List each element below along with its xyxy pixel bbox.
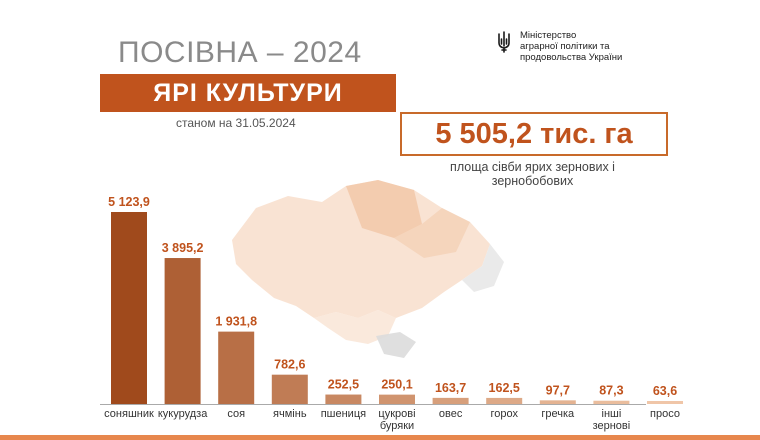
category-label: ячмінь — [273, 408, 307, 420]
category-label: соя — [227, 408, 245, 420]
bar-value-label: 97,7 — [546, 383, 570, 397]
trident-icon — [498, 31, 510, 53]
ukraine-map-decoration — [232, 180, 504, 358]
category-label: овес — [439, 408, 463, 420]
bar-value-label: 252,5 — [328, 378, 359, 392]
bar-value-label: 163,7 — [435, 381, 466, 395]
page-title: ПОСІВНА – 2024 — [118, 36, 362, 69]
category-label: пшениця — [321, 408, 366, 420]
total-area-note: площа сівби ярих зернових і зернобобових — [450, 160, 615, 188]
bar-value-label: 3 895,2 — [162, 241, 204, 255]
category-label: горох — [490, 408, 518, 420]
bar-5 — [325, 394, 362, 404]
bar-7 — [432, 397, 469, 404]
bar-value-label: 782,6 — [274, 358, 305, 372]
category-label: буряки — [380, 420, 414, 432]
bottom-accent-line — [0, 435, 760, 440]
bar-value-label: 250,1 — [381, 378, 412, 392]
category-label: соняшник — [104, 408, 154, 420]
bar-9 — [539, 400, 576, 404]
bar-value-label: 1 931,8 — [215, 315, 257, 329]
bar-4 — [271, 374, 308, 404]
bar-value-label: 87,3 — [599, 384, 623, 398]
category-label: гречка — [541, 408, 575, 420]
category-label: інші — [602, 408, 622, 420]
bar-3 — [218, 331, 255, 404]
bar-value-label: 162,5 — [489, 381, 520, 395]
total-area-value: 5 505,2 тис. га — [400, 112, 668, 156]
bar-value-label: 63,6 — [653, 384, 677, 398]
bar-6 — [379, 394, 415, 404]
date-note: станом на 31.05.2024 — [176, 116, 296, 130]
category-label: зернові — [593, 420, 631, 432]
category-label: кукурудза — [158, 408, 208, 420]
ministry-name: Міністерство аграрної політики та продов… — [520, 30, 623, 63]
ministry-logo: Міністерство аграрної політики та продов… — [496, 30, 650, 63]
category-label: просо — [650, 408, 680, 420]
category-banner: ЯРІ КУЛЬТУРИ — [100, 74, 396, 112]
bar-value-label: 5 123,9 — [108, 195, 150, 209]
bar-2 — [164, 258, 201, 404]
bar-11 — [647, 401, 683, 404]
category-label: цукрові — [378, 408, 415, 420]
bar-1 — [111, 212, 147, 404]
bar-8 — [486, 397, 523, 404]
bar-10 — [593, 400, 630, 404]
